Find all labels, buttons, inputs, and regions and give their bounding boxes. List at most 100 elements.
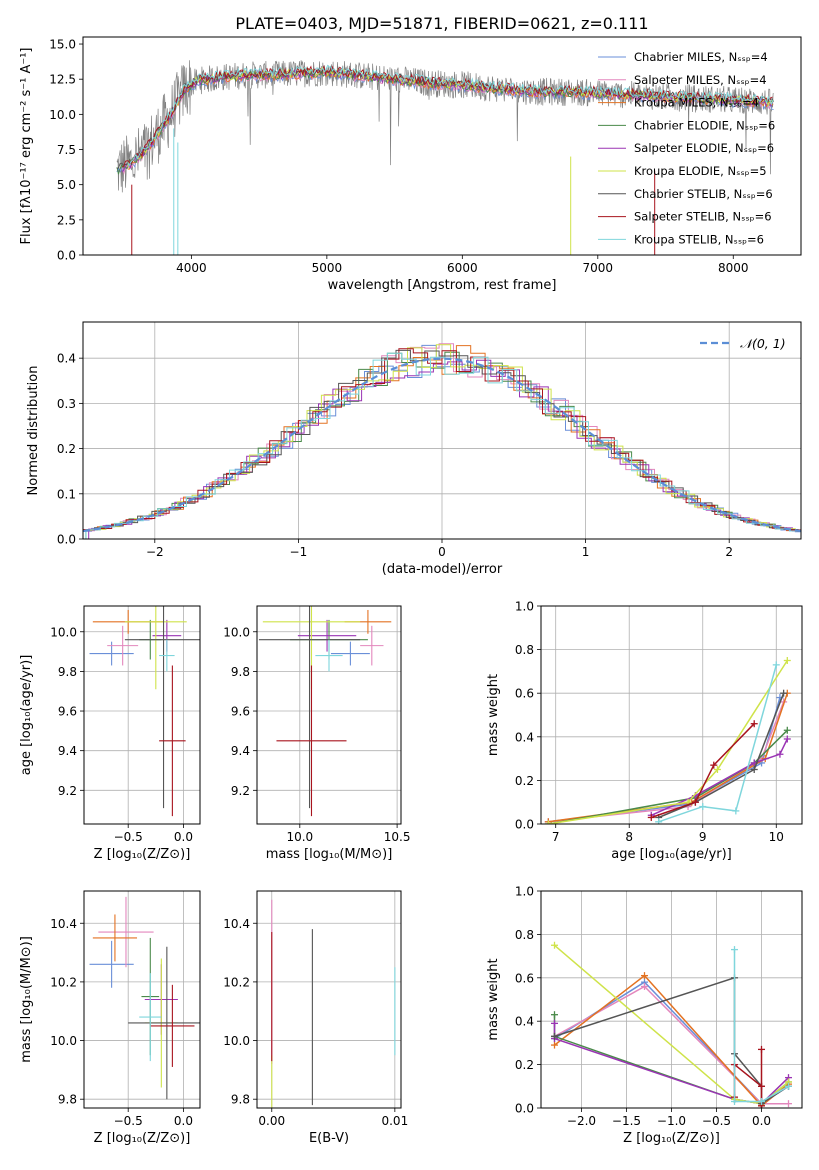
y-tick-label: 10.0 [50, 625, 77, 639]
legend-label: Salpeter STELIB, Nₛₛₚ=6 [634, 210, 772, 224]
histogram-series [83, 348, 801, 539]
y-axis-label: Flux [fλ10⁻¹⁷ erg cm⁻² s⁻¹ A⁻¹] [19, 48, 34, 245]
y-tick-label: 0.8 [515, 928, 534, 942]
figure-title: PLATE=0403, MJD=51871, FIBERID=0621, z=0… [235, 14, 648, 33]
weight-series [554, 985, 789, 1105]
weight-series [651, 723, 755, 819]
x-axis-label: Z [log₁₀(Z/Z⊙)] [94, 847, 191, 862]
y-tick-label: 0.1 [57, 487, 76, 501]
x-tick-label: 0 [438, 545, 446, 559]
y-tick-label: 9.8 [58, 665, 77, 679]
age-Z-points [89, 606, 200, 817]
y-tick-label: 10.0 [223, 625, 250, 639]
legend-label: Chabrier MILES, Nₛₛₚ=4 [634, 50, 768, 64]
histograms [83, 343, 801, 539]
x-tick-label: −0.5 [114, 830, 143, 844]
residuals-legend: 𝒩(0, 1) [700, 336, 786, 351]
x-tick-label: 4000 [176, 261, 207, 275]
x-axis-label: wavelength [Angstrom, rest frame] [328, 278, 557, 293]
spectrum-axes: 4000 5000 6000 7000 8000 0.0 2.5 5.0 7.5 10.0 12.5… [19, 38, 749, 293]
x-tick-label: 8 [625, 830, 633, 844]
x-tick-label: 0.0 [752, 1114, 771, 1128]
x-tick-label: −0.5 [114, 1114, 143, 1128]
y-tick-label: 0.3 [57, 397, 76, 411]
y-tick-label: 0.0 [515, 818, 534, 832]
x-tick-label: 7 [552, 830, 560, 844]
y-axis-label: mass weight [486, 674, 501, 756]
y-tick-label: 9.8 [231, 665, 250, 679]
y-tick-label: 0.2 [515, 1058, 534, 1072]
y-axis-label: age [log₁₀(age/yr)] [19, 655, 34, 776]
y-tick-label: 1.0 [515, 885, 534, 899]
x-tick-label: 2 [725, 545, 733, 559]
x-axis-label: Z [log₁₀(Z/Z⊙)] [94, 1131, 191, 1146]
y-tick-label: 7.5 [57, 143, 76, 157]
x-tick-label: −0.5 [702, 1114, 731, 1128]
legend-label: Chabrier ELODIE, Nₛₛₚ=6 [634, 118, 775, 132]
model-spectrum [122, 64, 773, 167]
x-tick-label: 10.5 [384, 830, 411, 844]
mass-Z-axes: −0.5 0.0 9.8 10.0 10.2 10.4 Z [log₁₀(Z/Z⊙)] mas… [19, 891, 200, 1146]
histogram-series [83, 343, 801, 532]
x-tick-label: 0.0 [174, 1114, 193, 1128]
y-tick-label: 9.2 [231, 784, 250, 798]
x-tick-label: −1 [290, 545, 308, 559]
age-mass-axes: 10.0 10.5 9.2 9.4 9.6 9.8 10.0 mass [log₁₀(M/M⊙… [223, 606, 410, 862]
y-tick-label: 0.0 [57, 249, 76, 263]
y-tick-label: 9.4 [58, 744, 77, 758]
histogram-series [85, 351, 801, 539]
x-tick-label: −2.0 [567, 1114, 596, 1128]
y-tick-label: 0.0 [57, 533, 76, 547]
y-tick-label: 10.4 [50, 917, 77, 931]
y-tick-label: 0.2 [57, 442, 76, 456]
y-axis-label: mass [log₁₀(M/M⊙)] [19, 936, 34, 1063]
x-tick-label: 7000 [583, 261, 614, 275]
y-tick-label: 0.4 [57, 352, 76, 366]
x-tick-label: 1 [582, 545, 590, 559]
mass-EBV-points [271, 899, 396, 1108]
x-axis-label: Z [log₁₀(Z/Z⊙)] [623, 1131, 720, 1146]
x-tick-label: 0.01 [381, 1114, 408, 1128]
weight-age-frame [540, 605, 803, 825]
weight-series [548, 660, 788, 824]
x-axis-label: mass [log₁₀(M/M⊙)] [266, 847, 393, 862]
spectrum-frame [82, 36, 802, 256]
weight-series [658, 664, 778, 823]
weight-Z-lines [551, 941, 792, 1108]
histogram-series [85, 352, 801, 539]
age-Z-axes: −0.5 0.0 9.2 9.4 9.6 9.8 10.0 Z [log₁₀(Z/Z⊙)] ag… [19, 606, 200, 862]
y-tick-label: 9.8 [231, 1093, 250, 1107]
y-tick-label: 10.2 [223, 975, 250, 989]
y-tick-label: 0.6 [515, 971, 534, 985]
mass-Z-points [89, 896, 200, 1100]
normal-curve [83, 357, 801, 533]
age-Z-frame [83, 605, 201, 825]
weight-series [554, 976, 789, 1106]
y-axis-label: Normed distribution [26, 366, 41, 496]
y-tick-label: 15.0 [49, 38, 76, 52]
legend-label: Chabrier STELIB, Nₛₛₚ=6 [634, 187, 773, 201]
y-tick-label: 0.0 [515, 1102, 534, 1116]
x-tick-label: 10.0 [286, 830, 313, 844]
x-tick-label: 8000 [718, 261, 749, 275]
mass-Z-frame [83, 890, 201, 1109]
x-tick-label: 10 [769, 830, 784, 844]
y-tick-label: 0.4 [515, 730, 534, 744]
histogram-series [88, 359, 801, 539]
y-tick-label: 9.6 [231, 705, 250, 719]
y-tick-label: 10.4 [223, 917, 250, 931]
mass-EBV-axes: 0.00 0.01 9.8 10.0 10.2 10.4 E(B-V) [223, 891, 408, 1146]
x-tick-label: −1.5 [612, 1114, 641, 1128]
weight-series [733, 949, 789, 1103]
x-axis-label: E(B-V) [309, 1131, 349, 1146]
weight-Z-frame [540, 890, 803, 1109]
observed-spectrum [116, 60, 774, 193]
histogram-series [83, 349, 801, 532]
age-mass-points [258, 606, 392, 817]
model-spectrum [127, 64, 774, 167]
weight-age-lines [544, 657, 791, 824]
weight-series [548, 692, 789, 823]
legend-label: Salpeter MILES, Nₛₛₚ=4 [634, 73, 767, 87]
y-tick-label: 10.0 [49, 108, 76, 122]
